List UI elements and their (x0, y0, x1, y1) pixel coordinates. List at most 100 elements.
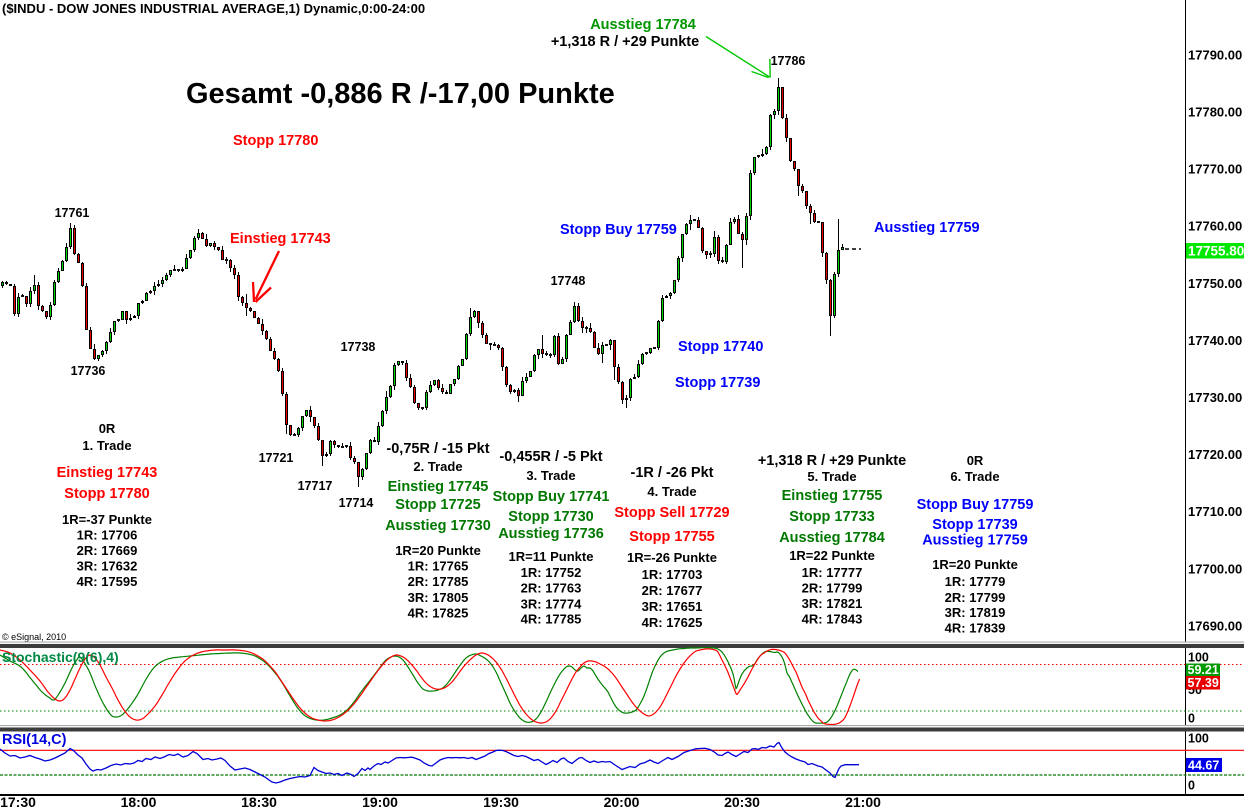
svg-text:4R: 17839: 4R: 17839 (945, 621, 1006, 636)
svg-text:Stopp Buy 17759: Stopp Buy 17759 (917, 497, 1034, 513)
svg-text:2R: 17799: 2R: 17799 (945, 590, 1006, 605)
svg-text:Gesamt -0,886 R /-17,00 Punkte: Gesamt -0,886 R /-17,00 Punkte (186, 78, 615, 110)
svg-text:20:00: 20:00 (604, 794, 640, 810)
svg-text:20:30: 20:30 (724, 794, 760, 810)
svg-text:17717: 17717 (298, 479, 333, 493)
svg-text:4R: 17785: 4R: 17785 (521, 612, 582, 627)
svg-text:Stopp 17739: Stopp 17739 (675, 375, 760, 391)
svg-text:1R: 17703: 1R: 17703 (642, 567, 703, 582)
svg-text:Stopp 17780: Stopp 17780 (64, 486, 149, 502)
svg-text:0R: 0R (99, 421, 116, 436)
svg-text:1R=-26 Punkte: 1R=-26 Punkte (627, 550, 717, 565)
svg-text:2R: 17799: 2R: 17799 (802, 581, 863, 596)
svg-text:17700.00: 17700.00 (1188, 561, 1242, 576)
svg-text:4R: 17595: 4R: 17595 (77, 574, 138, 589)
svg-text:17721: 17721 (259, 451, 294, 465)
svg-text:© eSignal, 2010: © eSignal, 2010 (2, 632, 66, 642)
svg-text:+1,318 R / +29 Punkte: +1,318 R / +29 Punkte (551, 34, 699, 50)
svg-text:17:30: 17:30 (0, 794, 36, 810)
svg-text:Stochastic(9(6),4): Stochastic(9(6),4) (2, 649, 119, 665)
svg-text:Einstieg 17755: Einstieg 17755 (782, 488, 883, 504)
svg-text:18:30: 18:30 (241, 794, 277, 810)
svg-text:19:00: 19:00 (362, 794, 398, 810)
svg-text:RSI(14,C): RSI(14,C) (2, 732, 67, 748)
svg-text:100: 100 (1188, 732, 1209, 746)
svg-text:17736: 17736 (71, 364, 106, 378)
svg-text:3R: 17651: 3R: 17651 (642, 599, 703, 614)
svg-text:17720.00: 17720.00 (1188, 447, 1242, 462)
svg-text:Ausstieg 17730: Ausstieg 17730 (385, 518, 491, 534)
svg-text:3. Trade: 3. Trade (526, 468, 575, 483)
svg-text:+1,318 R / +29 Punkte: +1,318 R / +29 Punkte (758, 453, 906, 469)
svg-text:Stopp Buy 17759: Stopp Buy 17759 (560, 222, 677, 238)
svg-text:4. Trade: 4. Trade (647, 484, 696, 499)
svg-text:19:30: 19:30 (483, 794, 519, 810)
svg-text:17730.00: 17730.00 (1188, 390, 1242, 405)
svg-text:17710.00: 17710.00 (1188, 504, 1242, 519)
svg-text:3R: 17821: 3R: 17821 (802, 596, 863, 611)
svg-text:-0,455R / -5 Pkt: -0,455R / -5 Pkt (499, 449, 602, 465)
svg-text:17690.00: 17690.00 (1188, 618, 1242, 633)
svg-text:5. Trade: 5. Trade (807, 469, 856, 484)
svg-text:1R=11 Punkte: 1R=11 Punkte (509, 549, 594, 564)
svg-text:Ausstieg 17784: Ausstieg 17784 (779, 530, 885, 546)
svg-text:17780.00: 17780.00 (1188, 105, 1242, 120)
svg-text:Stopp 17730: Stopp 17730 (508, 509, 593, 525)
svg-text:1. Trade: 1. Trade (82, 438, 131, 453)
svg-text:Ausstieg 17759: Ausstieg 17759 (922, 533, 1028, 549)
svg-text:57.39: 57.39 (1188, 676, 1219, 690)
svg-text:1R: 17752: 1R: 17752 (521, 565, 582, 580)
svg-text:44.67: 44.67 (1188, 759, 1219, 773)
svg-text:59.21: 59.21 (1188, 663, 1219, 677)
svg-text:17714: 17714 (339, 496, 374, 510)
svg-text:1R=20 Punkte: 1R=20 Punkte (932, 557, 1018, 572)
svg-text:4R: 17843: 4R: 17843 (802, 612, 863, 627)
svg-text:Stopp 17725: Stopp 17725 (395, 497, 480, 513)
svg-text:1R=-37 Punkte: 1R=-37 Punkte (62, 512, 152, 527)
svg-text:3R: 17805: 3R: 17805 (408, 590, 469, 605)
svg-text:17770.00: 17770.00 (1188, 162, 1242, 177)
svg-text:1R: 17706: 1R: 17706 (77, 528, 138, 543)
svg-text:3R: 17774: 3R: 17774 (521, 597, 582, 612)
svg-text:Ausstieg 17736: Ausstieg 17736 (498, 526, 604, 542)
svg-text:6. Trade: 6. Trade (950, 469, 999, 484)
svg-text:17748: 17748 (551, 274, 586, 288)
svg-text:Stopp Buy 17741: Stopp Buy 17741 (493, 489, 610, 505)
svg-text:Stopp Sell 17729: Stopp Sell 17729 (614, 505, 729, 521)
svg-text:2R: 17785: 2R: 17785 (408, 574, 469, 589)
svg-text:17740.00: 17740.00 (1188, 333, 1242, 348)
svg-text:17761: 17761 (55, 206, 90, 220)
svg-text:0: 0 (1188, 712, 1195, 726)
svg-text:0R: 0R (967, 453, 984, 468)
svg-text:-0,75R / -15 Pkt: -0,75R / -15 Pkt (386, 441, 489, 457)
svg-text:100: 100 (1188, 651, 1209, 665)
svg-text:17760.00: 17760.00 (1188, 219, 1242, 234)
svg-text:Stopp 17733: Stopp 17733 (789, 509, 874, 525)
svg-text:2R: 17669: 2R: 17669 (77, 543, 138, 558)
svg-text:Stopp 17740: Stopp 17740 (678, 339, 763, 355)
svg-text:Ausstieg 17784: Ausstieg 17784 (590, 17, 696, 33)
svg-text:1R: 17779: 1R: 17779 (945, 574, 1006, 589)
svg-text:2. Trade: 2. Trade (413, 459, 462, 474)
svg-text:18:00: 18:00 (121, 794, 157, 810)
svg-text:17750.00: 17750.00 (1188, 276, 1242, 291)
svg-text:-1R / -26 Pkt: -1R / -26 Pkt (631, 465, 714, 481)
svg-text:17738: 17738 (341, 340, 376, 354)
svg-text:3R: 17819: 3R: 17819 (945, 605, 1006, 620)
svg-text:4R: 17825: 4R: 17825 (408, 606, 469, 621)
svg-text:Ausstieg 17759: Ausstieg 17759 (874, 220, 980, 236)
svg-text:Einstieg 17743: Einstieg 17743 (57, 465, 158, 481)
svg-text:Stopp 17739: Stopp 17739 (932, 517, 1017, 533)
svg-text:17755.80: 17755.80 (1188, 244, 1244, 259)
svg-text:4R: 17625: 4R: 17625 (642, 615, 703, 630)
svg-text:Einstieg 17743: Einstieg 17743 (230, 231, 331, 247)
svg-text:17786: 17786 (771, 54, 806, 68)
svg-text:1R=22 Punkte: 1R=22 Punkte (789, 548, 875, 563)
svg-text:($INDU - DOW JONES INDUSTRIAL: ($INDU - DOW JONES INDUSTRIAL AVERAGE,1)… (2, 1, 425, 16)
svg-text:Stopp 17780: Stopp 17780 (233, 133, 318, 149)
svg-text:3R: 17632: 3R: 17632 (77, 559, 138, 574)
svg-text:1R=20 Punkte: 1R=20 Punkte (395, 543, 481, 558)
svg-text:1R: 17765: 1R: 17765 (408, 559, 469, 574)
svg-text:1R: 17777: 1R: 17777 (802, 565, 863, 580)
svg-text:0: 0 (1188, 779, 1195, 793)
